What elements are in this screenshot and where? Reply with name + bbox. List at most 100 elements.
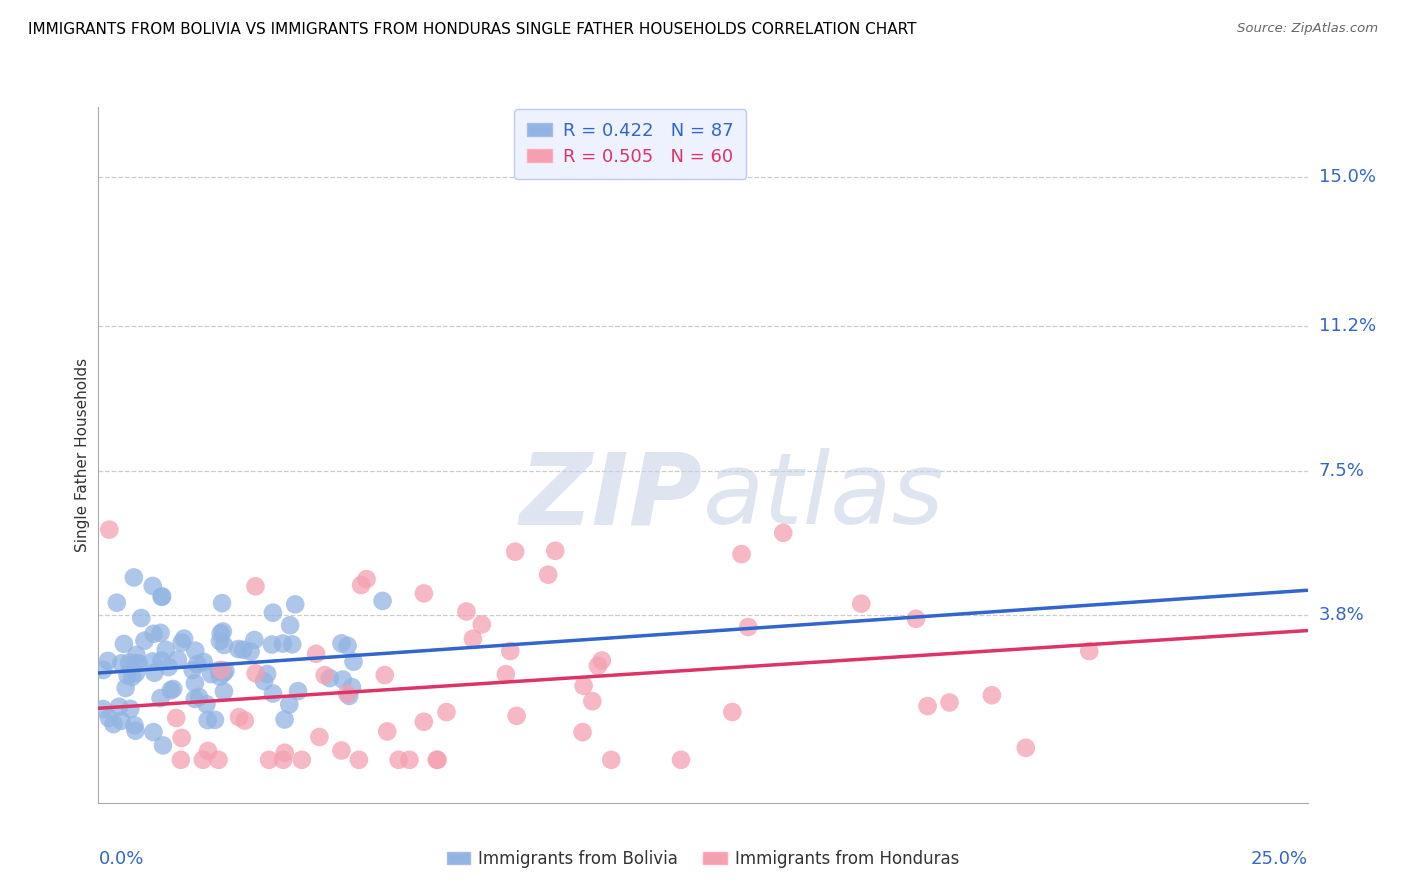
Point: [124, 718, 146, 732]
Point: [228, 642, 250, 657]
Point: [262, 606, 284, 620]
Point: [125, 666, 148, 681]
Point: [905, 612, 928, 626]
Point: [105, 596, 128, 610]
Point: [233, 714, 256, 728]
Point: [336, 639, 359, 653]
Point: [186, 657, 208, 672]
Point: [537, 567, 560, 582]
Point: [212, 666, 235, 681]
Point: [211, 663, 233, 677]
Point: [103, 717, 125, 731]
Point: [1078, 644, 1101, 658]
Point: [184, 692, 207, 706]
Point: [1015, 740, 1038, 755]
Text: 25.0%: 25.0%: [1250, 850, 1308, 868]
Point: [191, 753, 214, 767]
Point: [281, 637, 304, 651]
Point: [143, 665, 166, 680]
Point: [271, 636, 294, 650]
Point: [342, 655, 364, 669]
Point: [245, 579, 267, 593]
Point: [503, 544, 526, 558]
Y-axis label: Single Father Households: Single Father Households: [75, 358, 90, 552]
Point: [586, 658, 609, 673]
Point: [209, 626, 232, 640]
Point: [142, 579, 165, 593]
Point: [117, 668, 139, 682]
Point: [212, 638, 235, 652]
Point: [291, 753, 314, 767]
Point: [97, 654, 120, 668]
Point: [260, 638, 283, 652]
Point: [211, 624, 233, 639]
Text: 0.0%: 0.0%: [98, 850, 143, 868]
Point: [212, 684, 235, 698]
Point: [371, 594, 394, 608]
Point: [152, 739, 174, 753]
Point: [149, 625, 172, 640]
Point: [239, 645, 262, 659]
Point: [170, 635, 193, 649]
Point: [256, 667, 278, 681]
Point: [211, 596, 233, 610]
Point: [426, 753, 449, 767]
Point: [412, 714, 434, 729]
Point: [155, 642, 177, 657]
Point: [149, 691, 172, 706]
Point: [181, 663, 204, 677]
Point: [278, 618, 301, 632]
Point: [730, 547, 752, 561]
Point: [278, 698, 301, 712]
Point: [142, 627, 165, 641]
Text: 3.8%: 3.8%: [1319, 607, 1364, 624]
Point: [125, 648, 148, 662]
Point: [581, 694, 603, 708]
Point: [374, 668, 396, 682]
Point: [772, 525, 794, 540]
Point: [150, 590, 173, 604]
Point: [917, 699, 939, 714]
Point: [124, 723, 146, 738]
Point: [273, 713, 295, 727]
Point: [207, 753, 229, 767]
Point: [232, 642, 254, 657]
Point: [204, 713, 226, 727]
Point: [495, 667, 517, 681]
Point: [456, 605, 478, 619]
Point: [499, 644, 522, 658]
Point: [305, 647, 328, 661]
Point: [170, 731, 193, 745]
Point: [195, 697, 218, 711]
Point: [129, 611, 152, 625]
Point: [274, 746, 297, 760]
Point: [398, 753, 420, 767]
Point: [208, 634, 231, 648]
Point: [572, 679, 595, 693]
Point: [200, 667, 222, 681]
Point: [197, 713, 219, 727]
Point: [110, 714, 132, 728]
Point: [571, 725, 593, 739]
Point: [938, 696, 960, 710]
Point: [150, 590, 173, 604]
Point: [471, 617, 494, 632]
Point: [851, 597, 873, 611]
Point: [188, 690, 211, 704]
Point: [91, 663, 114, 677]
Point: [721, 705, 744, 719]
Point: [271, 753, 294, 767]
Text: atlas: atlas: [703, 448, 945, 545]
Point: [170, 753, 193, 767]
Point: [332, 673, 354, 687]
Point: [245, 666, 267, 681]
Point: [162, 681, 184, 696]
Legend: Immigrants from Bolivia, Immigrants from Honduras: Immigrants from Bolivia, Immigrants from…: [440, 844, 966, 875]
Point: [110, 657, 132, 671]
Point: [128, 657, 150, 671]
Point: [356, 572, 378, 586]
Point: [208, 664, 231, 678]
Point: [600, 753, 623, 767]
Point: [122, 570, 145, 584]
Point: [375, 724, 398, 739]
